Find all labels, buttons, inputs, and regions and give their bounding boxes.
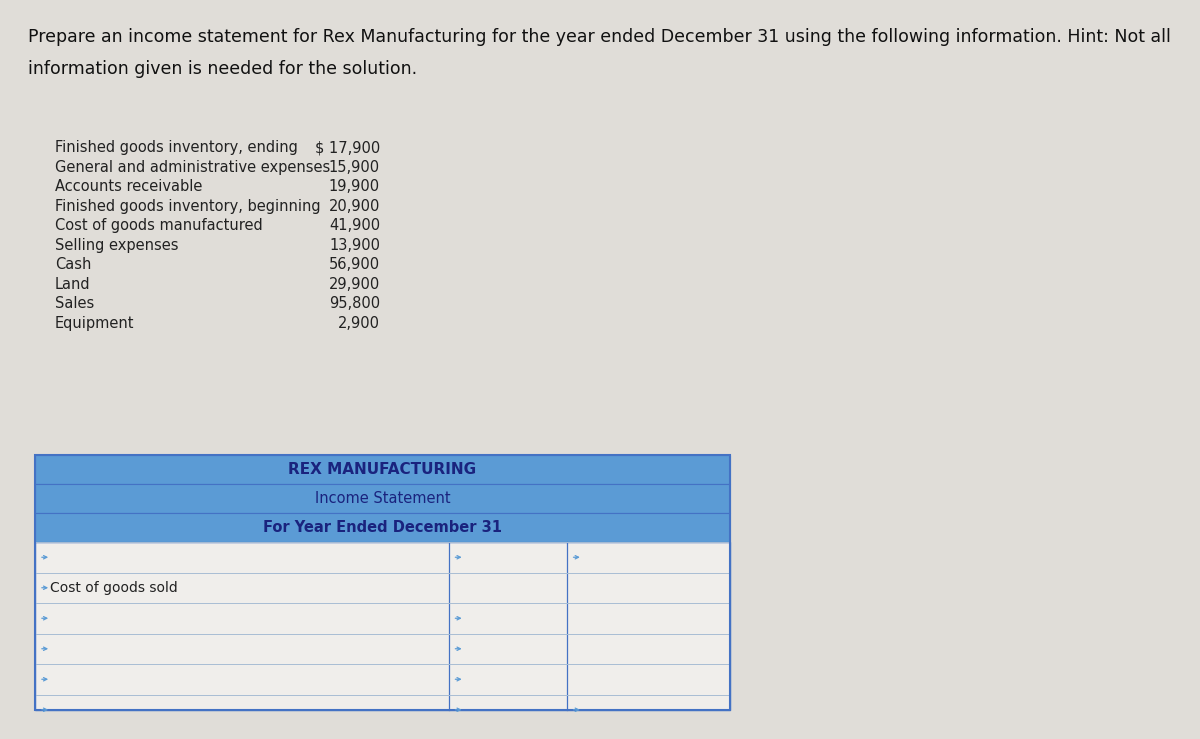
Text: Finished goods inventory, ending: Finished goods inventory, ending bbox=[55, 140, 298, 155]
Text: Cost of goods manufactured: Cost of goods manufactured bbox=[55, 218, 263, 233]
Text: REX MANUFACTURING: REX MANUFACTURING bbox=[288, 462, 476, 477]
Text: Prepare an income statement for Rex Manufacturing for the year ended December 31: Prepare an income statement for Rex Manu… bbox=[28, 28, 1171, 46]
Text: Selling expenses: Selling expenses bbox=[55, 237, 179, 253]
Text: 29,900: 29,900 bbox=[329, 276, 380, 291]
Text: $ 17,900: $ 17,900 bbox=[314, 140, 380, 155]
Text: Income Statement: Income Statement bbox=[314, 491, 450, 506]
Text: 19,900: 19,900 bbox=[329, 179, 380, 194]
Text: 95,800: 95,800 bbox=[329, 296, 380, 311]
Text: 13,900: 13,900 bbox=[329, 237, 380, 253]
Bar bbox=[35, 542, 730, 710]
Bar bbox=[35, 484, 730, 513]
Text: 20,900: 20,900 bbox=[329, 199, 380, 214]
Bar bbox=[35, 455, 730, 484]
Text: Equipment: Equipment bbox=[55, 316, 134, 330]
Text: Accounts receivable: Accounts receivable bbox=[55, 179, 203, 194]
Bar bbox=[35, 455, 730, 710]
Text: Finished goods inventory, beginning: Finished goods inventory, beginning bbox=[55, 199, 320, 214]
Text: information given is needed for the solution.: information given is needed for the solu… bbox=[28, 60, 418, 78]
Text: 2,900: 2,900 bbox=[338, 316, 380, 330]
Text: Cash: Cash bbox=[55, 257, 91, 272]
Text: Sales: Sales bbox=[55, 296, 95, 311]
Text: 15,900: 15,900 bbox=[329, 160, 380, 174]
Bar bbox=[35, 513, 730, 542]
Text: Land: Land bbox=[55, 276, 91, 291]
Text: 41,900: 41,900 bbox=[329, 218, 380, 233]
Text: For Year Ended December 31: For Year Ended December 31 bbox=[263, 520, 502, 535]
Text: 56,900: 56,900 bbox=[329, 257, 380, 272]
Text: Cost of goods sold: Cost of goods sold bbox=[50, 581, 178, 595]
Text: General and administrative expenses: General and administrative expenses bbox=[55, 160, 330, 174]
